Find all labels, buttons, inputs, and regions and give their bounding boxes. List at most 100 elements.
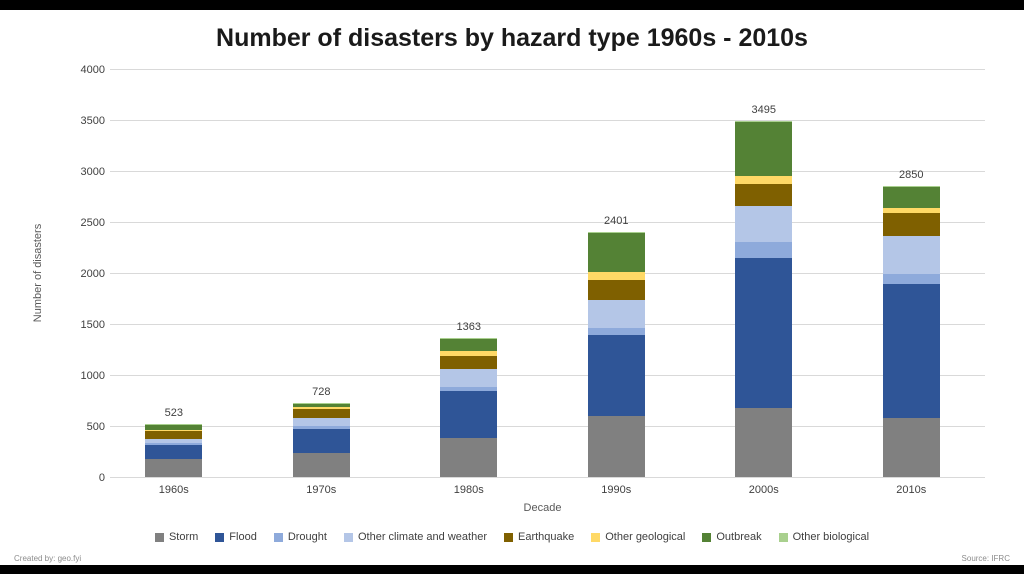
bar-segment-earthquake: [145, 430, 203, 439]
bar-segment-outbreak: [440, 338, 498, 352]
y-tick-label: 500: [86, 420, 105, 433]
legend-swatch-icon: [343, 532, 353, 542]
bar-total-label: 3495: [751, 103, 777, 116]
bar-total-label: 2401: [604, 215, 629, 228]
bar-segment-flood: [440, 391, 498, 439]
source-text: Source: IFRC: [961, 554, 1010, 563]
legend-label: Drought: [287, 531, 327, 543]
bar-segment-earthquake: [587, 279, 645, 300]
bar-segment-drought: [440, 386, 498, 392]
gridline: [110, 426, 985, 427]
legend-item: Outbreak: [702, 531, 762, 543]
bar-segment-outbreak: [145, 423, 203, 430]
gridline: [110, 120, 985, 121]
bar-total-label: 1363: [456, 321, 482, 333]
bar-segment-outbreak: [882, 186, 940, 209]
legend-item: Storm: [154, 531, 199, 543]
legend-swatch-icon: [215, 532, 225, 542]
bar-segment-outbreak: [735, 121, 793, 176]
bar-segment-other-climate-and-weather: [735, 205, 793, 243]
gridline: [110, 222, 985, 223]
top-letterbox: [0, 0, 1024, 10]
bar-segment-flood: [292, 429, 350, 453]
legend: Storm Flood Drought Other climate and weath…: [0, 531, 1024, 543]
legend-swatch-icon: [154, 532, 164, 542]
legend-swatch-icon: [273, 532, 283, 542]
bar-segment-earthquake: [440, 355, 498, 370]
bar-segment-earthquake: [882, 213, 940, 236]
x-axis-title: Decade: [523, 502, 562, 514]
y-tick-label: 0: [98, 471, 105, 484]
y-tick-label: 2500: [80, 216, 105, 229]
bar-segment-other-climate-and-weather: [440, 369, 498, 387]
bar-segment-drought: [145, 442, 203, 446]
legend-label: Outbreak: [716, 531, 762, 543]
bar-segment-drought: [292, 426, 350, 430]
bar-segment-drought: [882, 273, 940, 285]
legend-label: Other climate and weather: [357, 531, 487, 543]
bar-segment-other-geological: [882, 208, 940, 214]
bar-segment-other-climate-and-weather: [587, 299, 645, 329]
bar-segment-storm: [882, 417, 940, 477]
bar-segment-other-geological: [735, 175, 793, 184]
x-tick-label: 2000s: [748, 484, 779, 496]
bar-segment-earthquake: [292, 409, 350, 418]
bar-segment-drought: [735, 242, 793, 258]
bar-segment-storm: [440, 438, 498, 477]
bar-total-label: 2850: [899, 169, 924, 182]
y-tick-label: 2000: [80, 267, 105, 280]
bar-segment-flood: [145, 445, 203, 459]
gridline: [110, 69, 985, 70]
bar-segment-storm: [735, 408, 793, 477]
credit-text: Created by: geo.fyi: [14, 554, 82, 563]
bar-segment-other-biological: [587, 232, 645, 233]
gridline: [110, 324, 985, 325]
legend-swatch-icon: [591, 532, 601, 542]
y-tick-label: 1000: [80, 369, 105, 382]
y-axis-title: Number of disasters: [32, 223, 44, 323]
bar-segment-storm: [145, 458, 203, 477]
y-tick-label: 1500: [80, 318, 105, 331]
legend-swatch-icon: [503, 532, 513, 542]
legend-label: Earthquake: [517, 531, 575, 543]
x-tick-label: 1980s: [453, 484, 484, 496]
bar-segment-outbreak: [292, 403, 350, 408]
bar-segment-outbreak: [587, 232, 645, 273]
gridline: [110, 375, 985, 376]
bar-segment-other-climate-and-weather: [882, 235, 940, 274]
gridline: [110, 273, 985, 274]
bar-segment-other-geological: [587, 272, 645, 280]
bar-segment-storm: [587, 415, 645, 477]
legend-item: Flood: [215, 531, 257, 543]
legend-label: Other geological: [605, 531, 686, 543]
chart-title: Number of disasters by hazard type 1960s…: [216, 24, 808, 52]
bar-segment-other-climate-and-weather: [292, 417, 350, 426]
bar-total-label: 523: [164, 406, 183, 419]
legend-item: Other geological: [591, 531, 685, 543]
legend-label: Other biological: [792, 531, 870, 543]
bar-segment-flood: [882, 284, 940, 418]
y-tick-label: 3000: [80, 165, 105, 178]
bar-segment-flood: [735, 257, 793, 409]
bar-segment-other-geological: [145, 429, 203, 431]
x-tick-label: 2010s: [896, 484, 927, 496]
legend-item: Other biological: [778, 531, 870, 543]
y-tick-label: 4000: [80, 63, 105, 76]
legend-item: Other climate and weather: [343, 531, 487, 543]
bar-segment-storm: [292, 452, 350, 477]
bar-segment-earthquake: [735, 183, 793, 206]
legend-item: Drought: [273, 531, 327, 543]
legend-swatch-icon: [702, 532, 712, 542]
bar-segment-other-biological: [735, 120, 793, 121]
legend-swatch-icon: [778, 532, 788, 542]
bar-segment-other-geological: [292, 407, 350, 410]
gridline: [110, 171, 985, 172]
bottom-letterbox: [0, 565, 1024, 574]
x-tick-label: 1970s: [306, 484, 337, 496]
x-tick-label: 1960s: [158, 484, 189, 496]
legend-label: Storm: [168, 531, 199, 543]
bar-segment-other-climate-and-weather: [145, 438, 203, 443]
bar-segment-other-geological: [440, 351, 498, 356]
